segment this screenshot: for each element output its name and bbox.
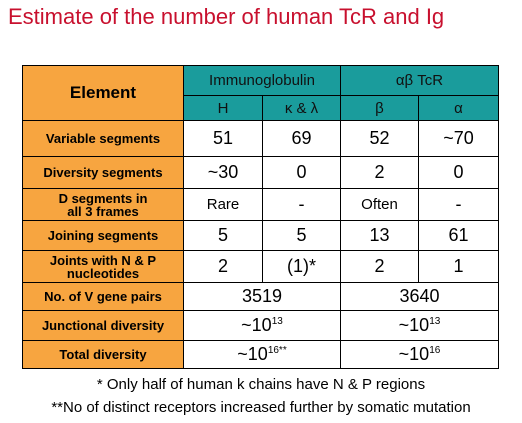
group-header: αβ TcR (340, 65, 499, 96)
cell: 2 (183, 250, 263, 283)
row: No. of V gene pairs 3519 3640 (22, 282, 499, 311)
cell: ~1016** (183, 340, 341, 369)
cell: 5 (183, 220, 263, 251)
sub-header: κ & λ (262, 95, 341, 121)
cell: 5 (262, 220, 341, 251)
cell-base: ~10 (398, 315, 430, 335)
cell: (1)* (262, 250, 341, 283)
cell-exponent: 16** (267, 345, 287, 356)
title: Estimate of the number of human TcR and … (8, 4, 445, 29)
row: Variable segments 51 69 52 ~70 (22, 120, 499, 157)
cell: 0 (262, 156, 341, 189)
sub-header: β (340, 95, 419, 121)
cell-base: ~10 (398, 344, 430, 364)
sub-header: α (418, 95, 499, 121)
cell-base: ~10 (237, 344, 268, 364)
cell: ~70 (418, 120, 499, 157)
cell: 1 (418, 250, 499, 283)
cell: 51 (183, 120, 263, 157)
group-header: Immunoglobulin (183, 65, 341, 96)
cell: Rare (183, 188, 263, 221)
row-label: Diversity segments (22, 156, 184, 189)
row: Diversity segments ~30 0 2 0 (22, 156, 499, 189)
row-label: No. of V gene pairs (22, 282, 184, 311)
cell: Often (340, 188, 419, 221)
header-row: Element Immunoglobulin αβ TcR (22, 65, 499, 121)
footnote: **No of distinct receptors increased fur… (51, 399, 471, 416)
cell-exponent: 13 (271, 316, 283, 327)
row-label: D segments in all 3 frames (22, 188, 184, 221)
cell: 2 (340, 156, 419, 189)
cell: 52 (340, 120, 419, 157)
cell-exponent: 13 (429, 316, 441, 327)
cell: ~1013 (183, 310, 341, 341)
row: Joining segments 5 5 13 61 (22, 220, 499, 251)
cell: 2 (340, 250, 419, 283)
corner: Element (22, 65, 184, 121)
row-label: Variable segments (22, 120, 184, 157)
sub-header: H (183, 95, 263, 121)
cell: 69 (262, 120, 341, 157)
row-label: Junctional diversity (22, 310, 184, 341)
cell: 3640 (340, 282, 499, 311)
row: Junctional diversity ~1013 ~1013 (22, 310, 499, 341)
row: Joints with N & P nucleotides 2 (1)* 2 1 (22, 250, 499, 283)
cell: ~30 (183, 156, 263, 189)
row: D segments in all 3 frames Rare - Often - (22, 188, 499, 221)
row-label: Total diversity (22, 340, 184, 369)
footnote: * Only half of human k chains have N & P… (96, 376, 426, 393)
cell: ~1013 (340, 310, 499, 341)
cell: 3519 (183, 282, 341, 311)
cell: 0 (418, 156, 499, 189)
cell: 61 (418, 220, 499, 251)
cell-exponent: 16 (429, 345, 441, 356)
cell: ~1016 (340, 340, 499, 369)
cell-base: ~10 (241, 315, 272, 335)
row-label: Joining segments (22, 220, 184, 251)
cell: - (262, 188, 341, 221)
row-label: Joints with N & P nucleotides (22, 250, 184, 283)
cell: - (418, 188, 499, 221)
cell: 13 (340, 220, 419, 251)
row: Total diversity ~1016** ~1016 (22, 340, 499, 369)
